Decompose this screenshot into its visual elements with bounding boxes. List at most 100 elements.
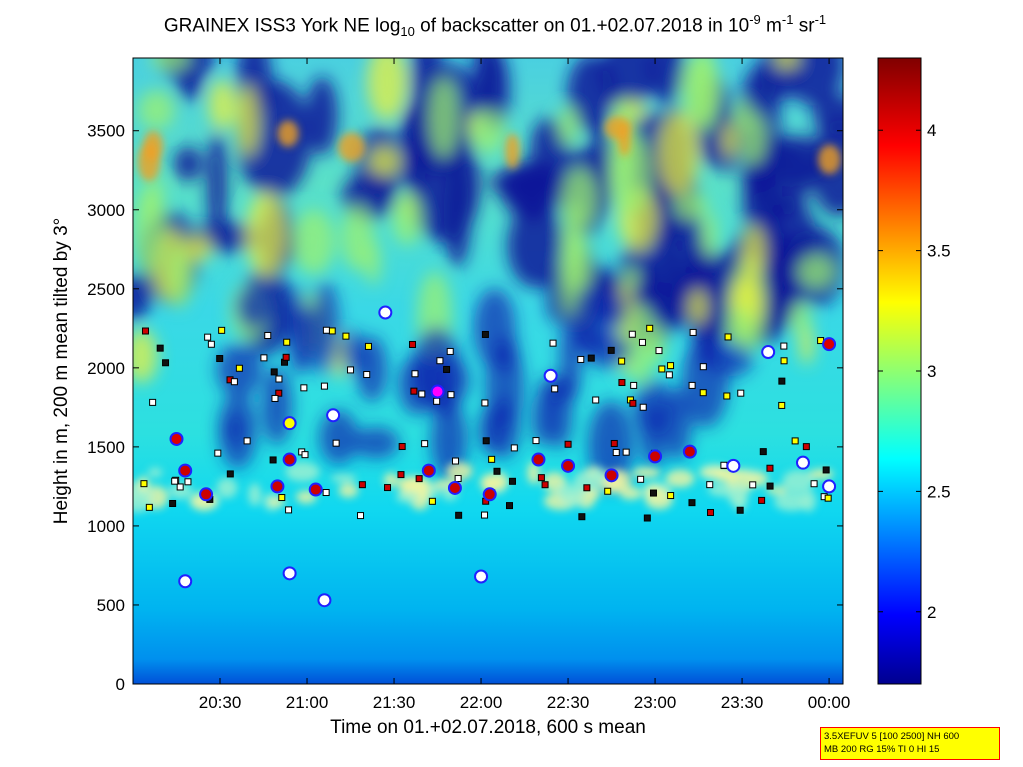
layer-marker (264, 331, 272, 339)
layer-marker (564, 440, 572, 448)
layer-marker (493, 467, 501, 475)
layer-marker (145, 503, 153, 511)
layer-marker (141, 327, 149, 335)
plot-frame (132, 57, 844, 685)
layer-marker (737, 389, 745, 397)
layer-marker (328, 327, 336, 335)
layer-marker (706, 481, 714, 489)
layer-marker (766, 464, 774, 472)
layer-marker (587, 354, 595, 362)
layer-marker-highlight (726, 458, 741, 473)
layer-marker (778, 401, 786, 409)
colorbar-tick-label: 2.5 (927, 482, 951, 501)
layer-marker-highlight (482, 487, 497, 502)
layer-marker (451, 457, 459, 465)
layer-marker-highlight (474, 569, 489, 584)
y-tick-label: 1000 (87, 517, 125, 536)
layer-marker (802, 443, 810, 451)
layer-marker (207, 340, 215, 348)
layer-marker (537, 474, 545, 482)
layer-marker (176, 483, 184, 491)
layer-marker-highlight (531, 452, 546, 467)
layer-marker (218, 326, 226, 334)
layer-marker (320, 382, 328, 390)
layer-marker-highlight (822, 337, 837, 352)
layer-marker-highlight (561, 458, 576, 473)
x-tick-label: 21:30 (373, 693, 416, 712)
layer-marker (481, 511, 489, 519)
layer-marker (610, 439, 618, 447)
colorbar-tick-label: 4 (927, 121, 936, 140)
layer-marker (283, 338, 291, 346)
layer-marker (720, 461, 728, 469)
layer-marker (243, 437, 251, 445)
y-tick-label: 2000 (87, 359, 125, 378)
layer-marker (667, 492, 675, 500)
layer-marker (778, 377, 786, 385)
layer-marker-highlight (682, 444, 697, 459)
layer-marker (622, 448, 630, 456)
x-tick-label: 23:00 (634, 693, 677, 712)
layer-marker-highlight (795, 455, 810, 470)
y-tick-label: 0 (116, 675, 125, 694)
layer-marker (433, 397, 441, 405)
layer-marker (749, 481, 757, 489)
layer-marker (639, 403, 647, 411)
layer-marker (230, 378, 238, 386)
layer-marker (398, 443, 406, 451)
layer-marker-highlight (430, 384, 445, 399)
layer-marker (607, 346, 615, 354)
y-tick-label: 2500 (87, 280, 125, 299)
y-tick-label: 1500 (87, 438, 125, 457)
x-axis: 20:30 21:00 21:30 22:00 22:30 23:00 23:30 00:00 (199, 58, 851, 712)
layer-marker (446, 347, 454, 355)
layer-marker (149, 398, 157, 406)
layer-marker-highlight (761, 345, 776, 360)
layer-marker (282, 353, 290, 361)
layer-marker (300, 384, 308, 392)
layer-marker (171, 477, 179, 485)
layer-marker (532, 437, 540, 445)
layer-marker (791, 437, 799, 445)
chart-title: GRAINEX ISS3 York NE log10 of backscatte… (163, 12, 827, 40)
layer-marker (397, 471, 405, 479)
layer-marker (357, 512, 365, 520)
layer-marker-highlight (178, 574, 193, 589)
heatmap (133, 58, 843, 684)
layer-marker (592, 396, 600, 404)
layer-marker (724, 333, 732, 341)
layer-marker-highlight (604, 468, 619, 483)
layer-marker (646, 324, 654, 332)
layer-marker (260, 354, 268, 362)
layer-marker-highlight (447, 480, 462, 495)
layer-marker (275, 375, 283, 383)
layer-marker (766, 482, 774, 490)
layer-marker (780, 357, 788, 365)
layer-marker (409, 340, 417, 348)
layer-marker (364, 342, 372, 350)
layer-marker (332, 439, 340, 447)
layer-marker (824, 494, 832, 502)
layer-marker-highlight (169, 431, 184, 446)
settings-infobox: 3.5XEFUV 5 [100 2500] NH 600 MB 200 RG 1… (820, 727, 1000, 760)
y-tick-label: 500 (97, 596, 125, 615)
layer-marker (723, 392, 731, 400)
layer-marker (410, 387, 418, 395)
layer-marker (612, 449, 620, 457)
layer-marker (275, 389, 283, 397)
layer-marker (322, 326, 330, 334)
layer-marker (629, 399, 637, 407)
layer-marker (235, 364, 243, 372)
layer-marker (443, 365, 451, 373)
layer-marker (510, 444, 518, 452)
layer-marker-highlight (317, 593, 332, 608)
layer-marker-highlight (648, 449, 663, 464)
x-tick-label: 00:00 (808, 693, 851, 712)
y-axis: 0 500 1000 1500 2000 2500 3000 3500 (87, 122, 843, 694)
colorbar-tick-label: 3.5 (927, 242, 951, 261)
layer-marker (421, 440, 429, 448)
layer-marker (214, 449, 222, 457)
layer-marker (551, 385, 559, 393)
layer-marker (270, 368, 278, 376)
layer-marker (688, 381, 696, 389)
